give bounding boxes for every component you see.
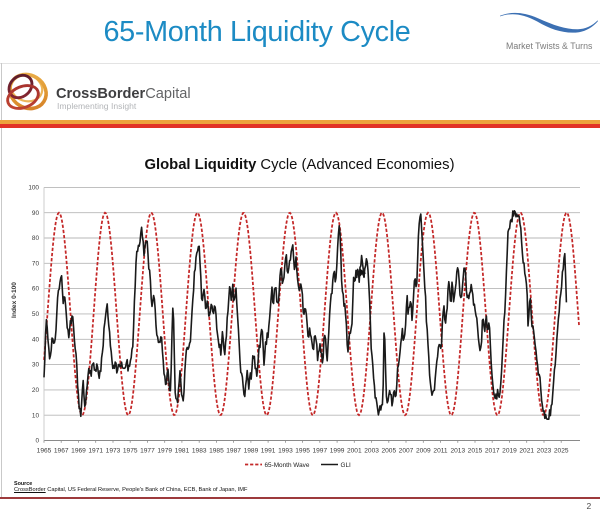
svg-text:40: 40 bbox=[32, 336, 40, 343]
svg-text:1969: 1969 bbox=[71, 447, 86, 454]
svg-text:80: 80 bbox=[32, 235, 40, 242]
svg-text:1985: 1985 bbox=[209, 447, 224, 454]
svg-text:1995: 1995 bbox=[295, 447, 310, 454]
svg-text:2015: 2015 bbox=[468, 447, 483, 454]
svg-text:Index 0-100: Index 0-100 bbox=[11, 282, 18, 318]
svg-text:2007: 2007 bbox=[399, 447, 414, 454]
svg-text:2009: 2009 bbox=[416, 447, 431, 454]
svg-text:30: 30 bbox=[32, 362, 40, 369]
svg-text:65-Month Wave: 65-Month Wave bbox=[265, 462, 310, 469]
svg-text:2017: 2017 bbox=[485, 447, 500, 454]
svg-text:GLI: GLI bbox=[341, 462, 352, 469]
svg-text:2019: 2019 bbox=[502, 447, 517, 454]
svg-text:2011: 2011 bbox=[433, 447, 448, 454]
svg-text:10: 10 bbox=[32, 412, 40, 419]
svg-text:1977: 1977 bbox=[140, 447, 155, 454]
svg-text:2013: 2013 bbox=[450, 447, 465, 454]
svg-text:1981: 1981 bbox=[175, 447, 190, 454]
svg-text:1973: 1973 bbox=[106, 447, 121, 454]
svg-text:1991: 1991 bbox=[261, 447, 276, 454]
svg-text:1987: 1987 bbox=[226, 447, 241, 454]
svg-text:1983: 1983 bbox=[192, 447, 207, 454]
svg-text:1979: 1979 bbox=[157, 447, 172, 454]
svg-text:2003: 2003 bbox=[364, 447, 379, 454]
svg-text:2023: 2023 bbox=[537, 447, 552, 454]
svg-text:2001: 2001 bbox=[347, 447, 362, 454]
svg-text:1999: 1999 bbox=[330, 447, 345, 454]
svg-text:2021: 2021 bbox=[519, 447, 534, 454]
svg-text:90: 90 bbox=[32, 210, 40, 217]
svg-text:Global Liquidity Cycle (Advanc: Global Liquidity Cycle (Advanced Economi… bbox=[145, 157, 455, 173]
svg-text:1967: 1967 bbox=[54, 447, 69, 454]
svg-text:50: 50 bbox=[32, 311, 40, 318]
svg-text:1989: 1989 bbox=[244, 447, 259, 454]
svg-text:2025: 2025 bbox=[554, 447, 569, 454]
svg-text:1997: 1997 bbox=[312, 447, 327, 454]
svg-text:0: 0 bbox=[35, 438, 39, 445]
svg-text:1971: 1971 bbox=[88, 447, 103, 454]
svg-text:1975: 1975 bbox=[123, 447, 138, 454]
svg-text:20: 20 bbox=[32, 387, 40, 394]
svg-text:2005: 2005 bbox=[381, 447, 396, 454]
svg-text:1993: 1993 bbox=[278, 447, 293, 454]
svg-text:100: 100 bbox=[28, 185, 39, 192]
svg-text:60: 60 bbox=[32, 286, 40, 293]
svg-text:70: 70 bbox=[32, 260, 40, 267]
svg-text:1965: 1965 bbox=[37, 447, 52, 454]
